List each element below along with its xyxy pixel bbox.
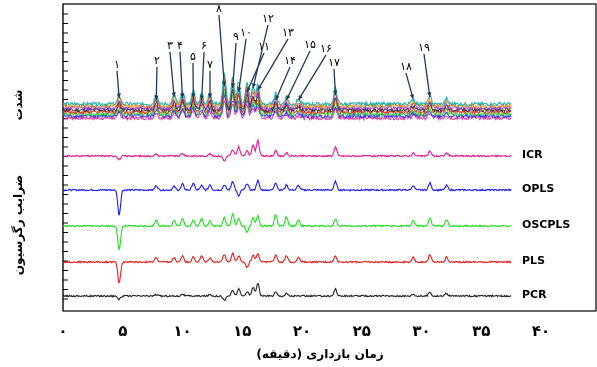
- peak-arrowhead-6: [199, 95, 204, 100]
- peak-label-3: ٣: [167, 39, 173, 52]
- peak-label-18: ١٨: [400, 60, 412, 73]
- series-pls-trace: [62, 251, 512, 284]
- peak-arrow-10: [238, 38, 247, 93]
- series-oscpls-label: OSCPLS: [522, 218, 570, 231]
- peak-arrow-6: [200, 51, 205, 101]
- peak-label-11: ١١: [258, 40, 270, 53]
- peak-arrowhead-5: [191, 93, 196, 98]
- peak-arrowhead-11: [246, 87, 251, 92]
- peak-arrowhead-18: [409, 94, 414, 99]
- peak-arrow-8: [218, 14, 225, 87]
- peak-arrowhead-17: [333, 90, 338, 95]
- peak-arrow-14: [275, 66, 291, 101]
- peak-arrowhead-2: [154, 95, 159, 100]
- peak-label-13: ١٣: [282, 26, 294, 39]
- series-icr-trace: [62, 137, 512, 162]
- x-tick-label: ٣٠: [412, 322, 430, 340]
- series-opls-trace: [62, 178, 512, 216]
- x-tick-label: ۴٠: [532, 322, 550, 340]
- peak-arrow-19: [423, 53, 431, 98]
- peak-arrowhead-8: [221, 81, 227, 86]
- peak-arrowhead-10: [237, 87, 242, 92]
- peak-arrow-13: [257, 38, 289, 91]
- peak-arrow-2: [155, 66, 158, 101]
- x-axis: ٠ ۵ ١٠ ١۵ ٢٠ ٢۵ ٣٠ ٣۵ ۴٠: [58, 322, 550, 340]
- overlay-trace: [62, 91, 512, 118]
- peak-arrowhead-12: [251, 83, 257, 88]
- peak-label-6: ۶: [201, 39, 207, 52]
- peak-arrow-4: [179, 51, 184, 99]
- peak-label-8: ٨: [216, 2, 222, 15]
- peak-label-9: ٩: [233, 30, 239, 43]
- peak-label-4: ۴: [177, 39, 183, 52]
- overlay-trace: [62, 100, 512, 122]
- peak-arrowhead-1: [116, 93, 121, 98]
- series-pcr-label: PCR: [522, 288, 547, 301]
- peak-label-17: ١٧: [328, 56, 340, 69]
- x-tick-label: ١۵: [233, 322, 251, 340]
- peak-label-12: ١٢: [262, 12, 274, 25]
- y-label-top: شدت: [11, 90, 25, 121]
- peak-label-10: ١٠: [240, 26, 252, 39]
- overlay-trace: [62, 80, 512, 112]
- peak-label-7: ٧: [207, 58, 213, 71]
- peak-arrow-12: [252, 24, 269, 89]
- peak-arrowhead-16: [298, 95, 303, 100]
- peak-arrow-16: [297, 54, 327, 101]
- peak-arrowhead-13: [257, 85, 262, 90]
- x-tick-label: ٠: [58, 322, 67, 340]
- x-tick-label: ٢٠: [293, 322, 311, 340]
- x-tick-label: ١٠: [173, 322, 191, 340]
- peak-arrow-15: [285, 50, 311, 101]
- series-pls-label: PLS: [522, 254, 545, 267]
- peak-arrow-11: [246, 52, 265, 93]
- peak-arrowhead-3: [171, 92, 176, 97]
- peak-label-19: ١٩: [418, 41, 430, 54]
- peak-arrowhead-14: [275, 95, 280, 100]
- peak-label-1: ١: [114, 58, 120, 71]
- x-tick-label: ٢۵: [353, 322, 371, 340]
- peak-label-5: ۵: [190, 50, 196, 63]
- overlay-trace: [62, 93, 512, 120]
- series-oscpls-trace: [62, 211, 512, 251]
- y-label-bottom: ضرایب رگرسیون: [11, 175, 26, 275]
- series-icr-label: ICR: [522, 148, 543, 161]
- x-tick-label: ٣۵: [472, 322, 490, 340]
- peak-label-2: ٢: [154, 54, 160, 67]
- peak-label-15: ١۵: [304, 38, 316, 51]
- series-pcr-trace: [62, 282, 512, 302]
- peak-label-14: ١۴: [284, 54, 296, 67]
- peak-arrow-3: [169, 51, 175, 98]
- peak-arrowhead-7: [207, 93, 213, 98]
- peak-arrow-9: [232, 42, 237, 89]
- peak-arrowhead-19: [427, 92, 432, 97]
- overlay-trace: [62, 75, 512, 110]
- overlay-trace: [62, 82, 512, 114]
- peak-label-16: ١۶: [320, 42, 332, 55]
- peak-arrowhead-15: [286, 95, 291, 100]
- peak-arrowhead-4: [180, 93, 185, 98]
- x-axis-title: زمان بازداری (دقیقه): [256, 347, 383, 361]
- x-tick-label: ۵: [118, 322, 127, 340]
- series-opls-label: OPLS: [522, 182, 554, 195]
- regression-coefficient-traces: ICR OPLS OSCPLS PLS PCR: [62, 137, 570, 302]
- peak-arrowhead-9: [230, 83, 236, 88]
